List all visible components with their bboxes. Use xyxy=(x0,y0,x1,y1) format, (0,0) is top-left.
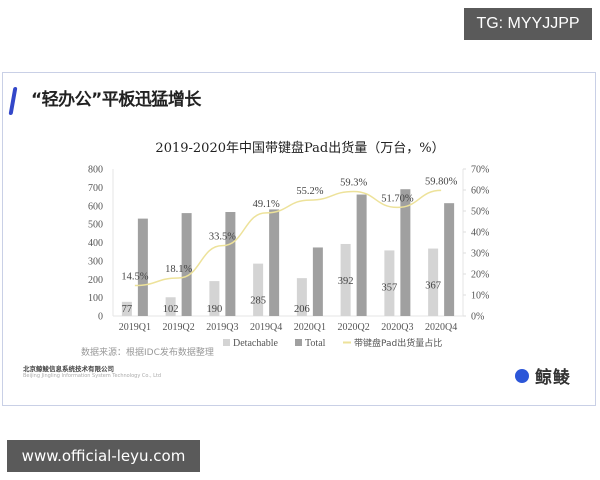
detachable-value-label: 102 xyxy=(163,304,179,315)
detachable-value-label: 392 xyxy=(338,276,354,287)
chart-area: 0 100 200 300 400 500 600 700 800 0% 10% 20% 30% 40% 5… xyxy=(88,165,489,350)
x-axis-category: 2020Q4 xyxy=(425,322,457,333)
legend-swatch-detachable xyxy=(223,339,230,346)
slide-title: “轻办公”平板迅猛增长 xyxy=(31,90,201,110)
legend-label-total: Total xyxy=(305,338,326,349)
bar-detachable xyxy=(340,243,351,316)
x-axis-category: 2019Q1 xyxy=(119,322,151,333)
ratio-value-label: 49.1% xyxy=(253,199,280,210)
bar-total xyxy=(312,247,323,316)
ratio-value-label: 55.2% xyxy=(296,186,323,197)
left-axis-tick: 0 xyxy=(98,312,103,323)
watermark-url-badge: www.official-leyu.com xyxy=(7,440,200,472)
left-axis-tick: 400 xyxy=(88,238,103,249)
bar-detachable xyxy=(165,297,176,316)
data-source-note: 数据来源：根据IDC发布数据整理 xyxy=(81,348,214,358)
bar-total xyxy=(225,211,236,316)
legend-swatch-total xyxy=(295,339,302,346)
legend-label-detachable: Detachable xyxy=(233,338,279,349)
bar-total xyxy=(356,194,367,316)
x-axis-category: 2019Q4 xyxy=(250,322,282,333)
watermark-tg-badge: TG: MYYJJPP xyxy=(464,8,592,40)
x-axis-category: 2019Q2 xyxy=(163,322,195,333)
left-axis-tick: 100 xyxy=(88,293,103,304)
bar-total xyxy=(444,203,455,316)
right-axis-tick: 20% xyxy=(471,270,489,281)
legend-label-ratio: 带键盘Pad出货量占比 xyxy=(354,337,442,349)
bar-total xyxy=(137,218,148,316)
detachable-value-label: 367 xyxy=(425,281,441,292)
x-axis-category: 2020Q2 xyxy=(338,322,370,333)
left-axis-tick: 800 xyxy=(88,165,103,176)
bar-total xyxy=(400,189,411,316)
x-axis-category: 2020Q1 xyxy=(294,322,326,333)
left-axis-tick: 700 xyxy=(88,183,103,194)
detachable-value-label: 285 xyxy=(250,296,266,307)
left-axis-tick: 600 xyxy=(88,201,103,212)
detachable-value-label: 206 xyxy=(294,304,310,315)
ratio-value-label: 33.5% xyxy=(209,232,236,243)
right-axis-tick: 40% xyxy=(471,228,489,239)
ratio-value-label: 14.5% xyxy=(121,272,148,283)
left-axis-tick: 300 xyxy=(88,256,103,267)
ratio-value-label: 18.1% xyxy=(165,264,192,275)
slide-card: “轻办公”平板迅猛增长 2019-2020年中国带键盘Pad出货量（万台，%） … xyxy=(2,72,596,406)
ratio-line xyxy=(134,189,442,287)
chart-title: 2019-2020年中国带键盘Pad出货量（万台，%） xyxy=(155,141,445,156)
bar-detachable xyxy=(253,263,264,316)
company-name-en: Beijing Jingling Information System Tech… xyxy=(23,373,162,379)
left-axis-tick: 200 xyxy=(88,275,103,286)
right-axis-tick: 0% xyxy=(471,312,484,323)
x-axis-category: 2020Q3 xyxy=(381,322,413,333)
ratio-value-label: 51.70% xyxy=(381,193,414,204)
company-name-cn: 北京鲸鲮信息系统技术有限公司 xyxy=(23,365,114,373)
right-axis-tick: 60% xyxy=(471,186,489,197)
detachable-value-label: 190 xyxy=(207,304,223,315)
right-axis-tick: 70% xyxy=(471,165,489,176)
ratio-value-label: 59.80% xyxy=(425,176,458,187)
ratio-value-label: 59.3% xyxy=(340,177,367,188)
right-axis-tick: 10% xyxy=(471,291,489,302)
right-axis-tick: 50% xyxy=(471,207,489,218)
right-axis-tick: 30% xyxy=(471,249,489,260)
bar-detachable xyxy=(428,248,439,316)
bar-detachable xyxy=(209,281,220,316)
company-logo: 鲸鲮 xyxy=(515,363,571,388)
left-axis-tick: 500 xyxy=(88,220,103,231)
x-axis-category: 2019Q3 xyxy=(206,322,238,333)
logo-text: 鲸鲮 xyxy=(535,368,571,388)
whale-logo-icon xyxy=(515,368,529,383)
detachable-value-label: 77 xyxy=(122,304,133,315)
bar-total xyxy=(181,213,192,316)
bar-detachable xyxy=(121,301,132,316)
detachable-value-label: 357 xyxy=(382,282,398,293)
bar-detachable xyxy=(296,278,307,316)
bar-total xyxy=(269,209,280,316)
bar-detachable xyxy=(384,250,395,316)
